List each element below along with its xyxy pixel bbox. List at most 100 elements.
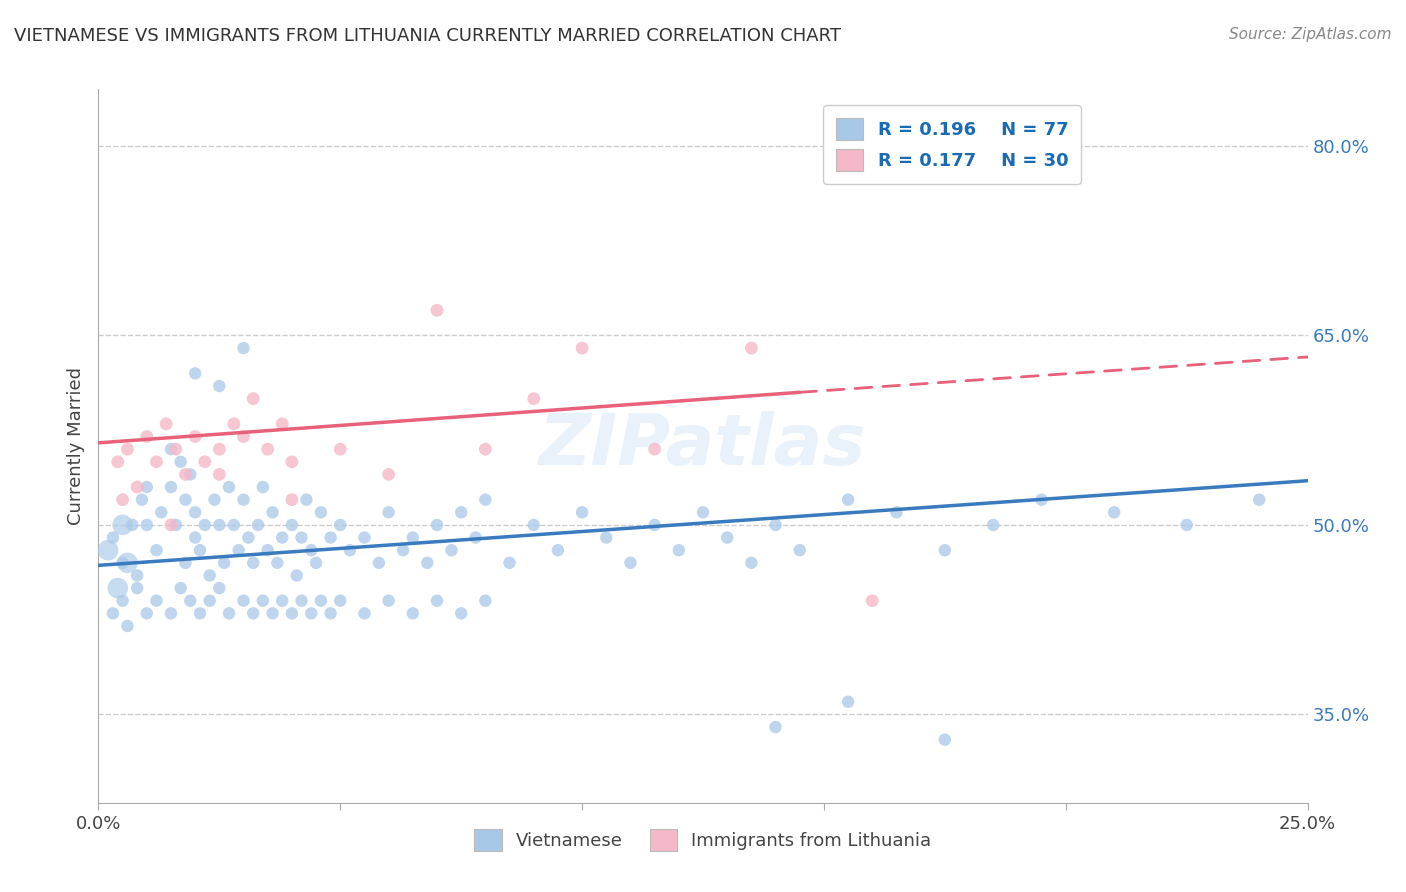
Point	[309, 593, 332, 607]
Point	[426, 517, 449, 532]
Point	[174, 492, 197, 507]
Point	[498, 556, 520, 570]
Point	[232, 429, 254, 443]
Point	[377, 593, 399, 607]
Point	[1102, 505, 1125, 519]
Point	[271, 593, 294, 607]
Point	[155, 417, 177, 431]
Point	[299, 543, 322, 558]
Point	[238, 531, 260, 545]
Point	[242, 607, 264, 621]
Point	[135, 429, 157, 443]
Point	[1031, 492, 1053, 507]
Point	[179, 593, 201, 607]
Point	[247, 517, 270, 532]
Point	[169, 455, 191, 469]
Point	[644, 442, 666, 457]
Point	[299, 607, 322, 621]
Point	[222, 417, 245, 431]
Point	[319, 531, 342, 545]
Text: ZIPatlas: ZIPatlas	[540, 411, 866, 481]
Point	[281, 607, 304, 621]
Point	[208, 379, 231, 393]
Point	[271, 531, 294, 545]
Point	[184, 505, 207, 519]
Point	[198, 568, 221, 582]
Point	[127, 568, 149, 582]
Point	[252, 593, 274, 607]
Point	[281, 492, 304, 507]
Point	[198, 593, 221, 607]
Point	[329, 442, 352, 457]
Point	[595, 531, 617, 545]
Point	[981, 517, 1004, 532]
Point	[837, 492, 859, 507]
Point	[208, 467, 231, 482]
Point	[169, 581, 191, 595]
Point	[474, 492, 496, 507]
Point	[256, 442, 278, 457]
Point	[107, 581, 129, 595]
Point	[97, 543, 120, 558]
Point	[179, 467, 201, 482]
Point	[160, 480, 183, 494]
Point	[208, 442, 231, 457]
Point	[165, 442, 187, 457]
Point	[1249, 492, 1271, 507]
Point	[290, 531, 312, 545]
Point	[228, 543, 250, 558]
Point	[184, 429, 207, 443]
Point	[860, 593, 883, 607]
Point	[127, 581, 149, 595]
Point	[377, 467, 399, 482]
Point	[117, 619, 139, 633]
Point	[145, 543, 167, 558]
Point	[232, 341, 254, 355]
Point	[266, 556, 288, 570]
Point	[218, 480, 240, 494]
Point	[131, 492, 153, 507]
Point	[668, 543, 690, 558]
Point	[402, 531, 425, 545]
Point	[232, 492, 254, 507]
Point	[619, 556, 641, 570]
Point	[242, 556, 264, 570]
Point	[194, 455, 217, 469]
Text: Source: ZipAtlas.com: Source: ZipAtlas.com	[1229, 27, 1392, 42]
Point	[765, 720, 787, 734]
Point	[101, 607, 124, 621]
Point	[188, 607, 211, 621]
Point	[208, 581, 231, 595]
Point	[165, 517, 187, 532]
Point	[135, 607, 157, 621]
Point	[218, 607, 240, 621]
Point	[934, 732, 956, 747]
Point	[464, 531, 486, 545]
Point	[127, 480, 149, 494]
Point	[242, 392, 264, 406]
Point	[208, 517, 231, 532]
Point	[160, 517, 183, 532]
Text: VIETNAMESE VS IMMIGRANTS FROM LITHUANIA CURRENTLY MARRIED CORRELATION CHART: VIETNAMESE VS IMMIGRANTS FROM LITHUANIA …	[14, 27, 841, 45]
Point	[353, 531, 375, 545]
Legend: Vietnamese, Immigrants from Lithuania: Vietnamese, Immigrants from Lithuania	[467, 822, 939, 858]
Point	[285, 568, 308, 582]
Point	[281, 517, 304, 532]
Point	[368, 556, 391, 570]
Point	[392, 543, 415, 558]
Point	[160, 607, 183, 621]
Point	[377, 505, 399, 519]
Point	[329, 517, 352, 532]
Point	[204, 492, 226, 507]
Point	[426, 593, 449, 607]
Point	[117, 442, 139, 457]
Point	[281, 455, 304, 469]
Point	[716, 531, 738, 545]
Point	[740, 556, 762, 570]
Point	[101, 531, 124, 545]
Point	[111, 556, 134, 570]
Point	[188, 543, 211, 558]
Point	[135, 517, 157, 532]
Point	[789, 543, 811, 558]
Point	[740, 341, 762, 355]
